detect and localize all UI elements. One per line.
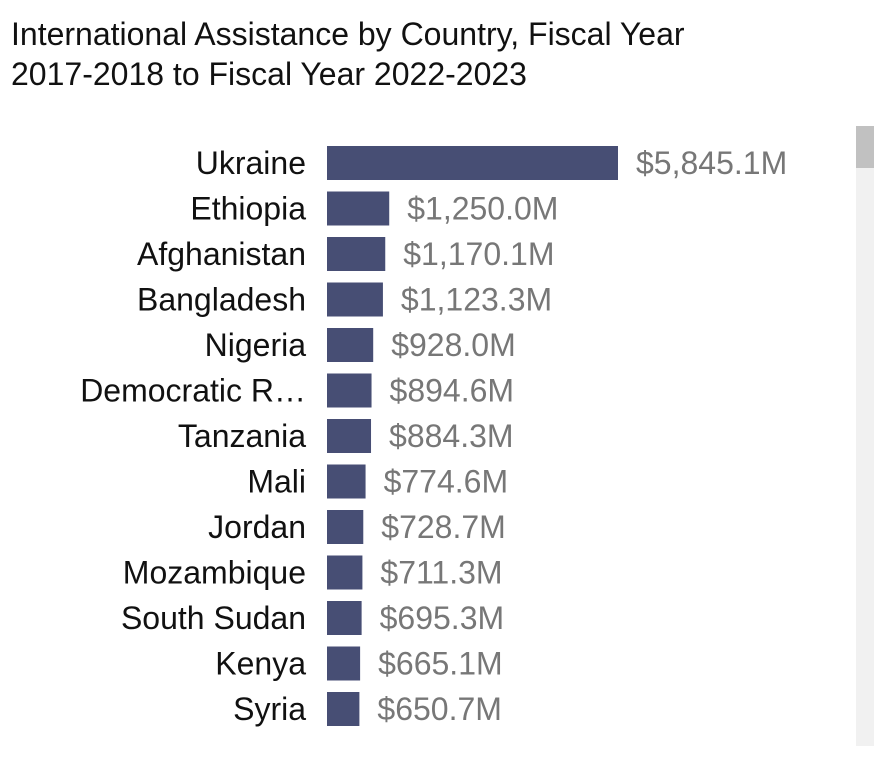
scrollbar-thumb[interactable] [856, 126, 874, 168]
category-label: Democratic R… [80, 373, 306, 409]
value-label: $695.3M [380, 600, 505, 636]
category-label: South Sudan [121, 600, 306, 636]
bar[interactable] [327, 555, 363, 590]
value-label: $1,170.1M [403, 236, 554, 272]
category-label: Jordan [208, 509, 306, 545]
value-label: $650.7M [377, 691, 502, 727]
bar[interactable] [327, 146, 618, 180]
bar[interactable] [327, 646, 361, 681]
bar[interactable] [327, 328, 374, 362]
bar[interactable] [327, 510, 364, 544]
value-label: $711.3M [380, 555, 502, 591]
value-label: $728.7M [381, 509, 506, 545]
bar[interactable] [327, 692, 360, 726]
chart-title: International Assistance by Country, Fis… [11, 14, 831, 94]
bar[interactable] [327, 419, 372, 453]
value-label: $1,123.3M [401, 282, 552, 318]
bar[interactable] [327, 373, 372, 408]
value-label: $665.1M [378, 646, 503, 682]
category-label: Tanzania [178, 418, 306, 454]
bar-chart: Ukraine $5,845.1M Ethiopia $1,250.0M Afghani… [80, 145, 787, 727]
bar[interactable] [327, 464, 366, 499]
vertical-scrollbar[interactable] [856, 126, 874, 746]
category-label: Ukraine [196, 145, 306, 181]
value-label: $1,250.0M [407, 191, 558, 227]
value-label: $894.6M [390, 373, 515, 409]
bar[interactable] [327, 282, 383, 317]
category-label: Kenya [215, 646, 306, 682]
bar[interactable] [327, 191, 390, 226]
category-label: Syria [233, 691, 306, 727]
value-label: $5,845.1M [636, 145, 787, 181]
chart-title-line-1: International Assistance by Country, Fis… [11, 16, 685, 52]
category-label: Ethiopia [190, 191, 306, 227]
value-label: $774.6M [384, 464, 509, 500]
bar[interactable] [327, 601, 362, 635]
category-label: Nigeria [205, 327, 307, 363]
category-label: Mali [247, 464, 306, 500]
bar[interactable] [327, 237, 386, 271]
value-label: $928.0M [391, 327, 516, 363]
value-label: $884.3M [389, 418, 514, 454]
category-label: Bangladesh [137, 282, 306, 318]
category-label: Afghanistan [137, 236, 306, 272]
category-label: Mozambique [123, 555, 306, 591]
chart-title-line-2: 2017-2018 to Fiscal Year 2022-2023 [11, 56, 527, 92]
